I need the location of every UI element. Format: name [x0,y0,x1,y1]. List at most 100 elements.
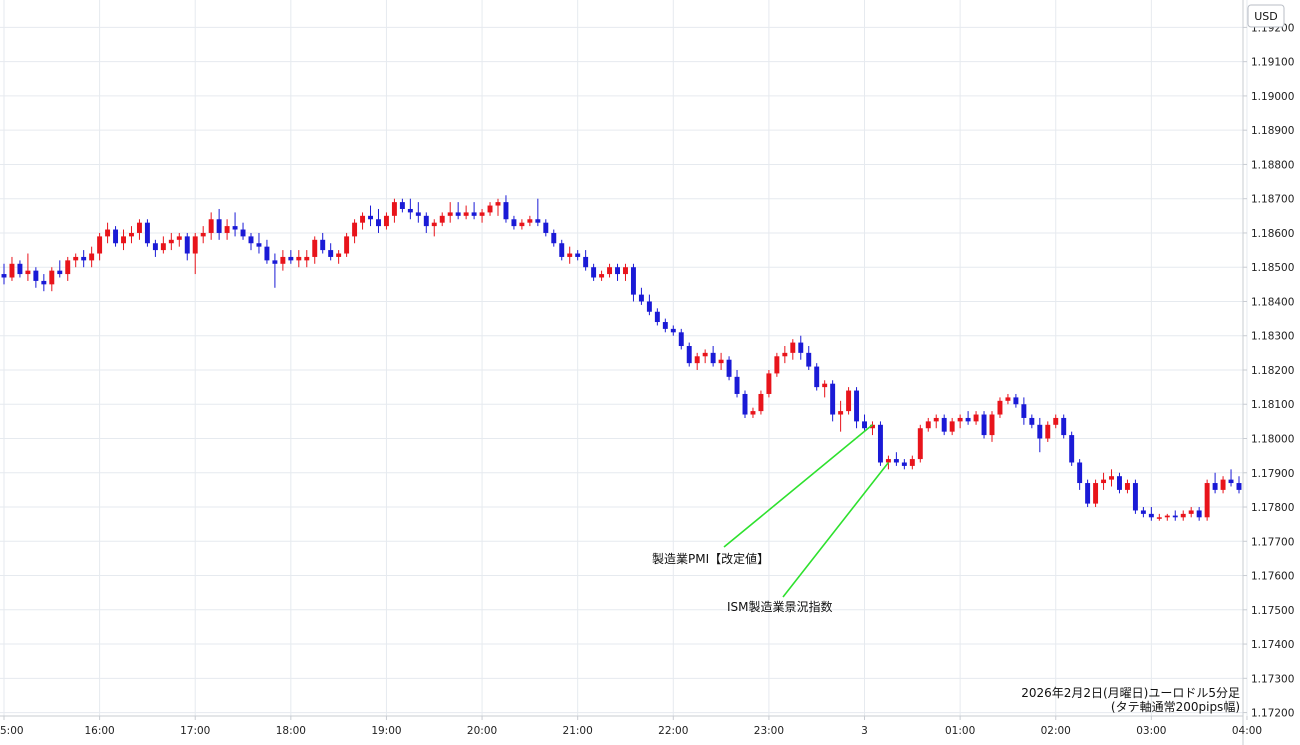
candle [678,328,684,350]
candle-body [25,270,31,275]
candle [607,263,613,278]
candle [981,411,987,439]
y-tick-label: 1.18400 [1251,296,1294,308]
x-tick-label: 03:00 [1136,725,1166,737]
candle [1196,507,1202,521]
candle [280,250,286,271]
candle [503,195,509,223]
candle [216,208,222,240]
candle-body [989,414,995,436]
candle [1,263,7,285]
y-tick-label: 1.17200 [1251,708,1294,720]
candle [1172,510,1178,521]
candle-body [909,459,915,466]
candle-body [1188,510,1194,514]
candle [495,198,501,216]
candle-body [1228,479,1234,484]
candle-body [471,212,477,216]
candle [399,198,405,213]
candle [136,219,142,240]
candle [599,270,605,281]
candle-body [304,256,310,261]
candle-body [718,359,724,364]
candle [1045,421,1051,442]
candle-body [670,328,676,333]
candle-body [997,400,1003,415]
candle [862,414,867,432]
candle-body [407,208,413,213]
candle [1085,479,1091,508]
candle [1021,397,1027,425]
candle [1124,479,1130,494]
y-tick-label: 1.17900 [1251,468,1294,480]
candle-body [646,301,652,312]
candle-body [830,383,836,415]
x-tick-label: 16:00 [84,725,114,737]
candle [702,349,708,364]
candle [718,352,724,370]
candle-body [662,322,668,329]
candle [256,232,262,254]
candle-body [447,212,453,216]
candle [638,287,644,305]
candle-body [200,232,206,237]
candle [543,219,549,237]
candle [328,243,334,261]
candle-body [1053,417,1059,425]
candle-body [1,274,7,278]
candle-body [431,222,437,227]
candle-body [136,222,142,233]
candle [567,246,573,264]
candle [184,232,190,261]
candle-body [503,202,509,220]
candle-body [9,263,15,278]
candle-body [105,229,111,237]
candle [89,246,95,268]
candle [1188,507,1194,518]
candle [1061,414,1067,439]
candle [575,250,581,261]
candle [447,202,453,223]
candle-body [1212,483,1218,490]
candle-body [623,267,628,275]
candle [806,346,812,370]
candle [1148,507,1154,521]
candle [893,452,899,466]
candle [1029,414,1035,429]
x-tick-label: 3 [861,725,868,737]
currency-badge: USD [1247,4,1285,28]
candle-body [455,212,461,216]
candle-body [248,236,254,244]
y-tick-label: 1.18700 [1251,194,1294,206]
candle [758,390,764,415]
candle-body [575,253,581,257]
candle [407,198,413,220]
candle [973,411,979,425]
candle [113,226,119,247]
candles [1,195,1242,521]
candle [272,253,278,288]
candle-body [463,212,469,216]
candle-body [65,260,71,275]
candle-body [838,411,844,415]
candle-body [415,212,421,216]
candle [192,232,198,275]
candle [670,325,676,336]
candle [1156,513,1162,521]
candle [519,219,525,230]
candle-body [320,239,326,251]
candle [65,256,71,281]
candle [176,232,182,247]
candle-body [527,219,533,223]
candle [710,346,716,367]
candle [129,226,134,244]
candle-body [144,222,150,244]
candle-body [487,205,493,213]
candle-body [129,232,134,237]
candle-body [758,393,764,412]
candle-body [1013,397,1019,405]
y-tick-label: 1.18200 [1251,365,1294,377]
candle-body [543,222,549,233]
candle [17,260,23,278]
candle-body [264,246,270,261]
